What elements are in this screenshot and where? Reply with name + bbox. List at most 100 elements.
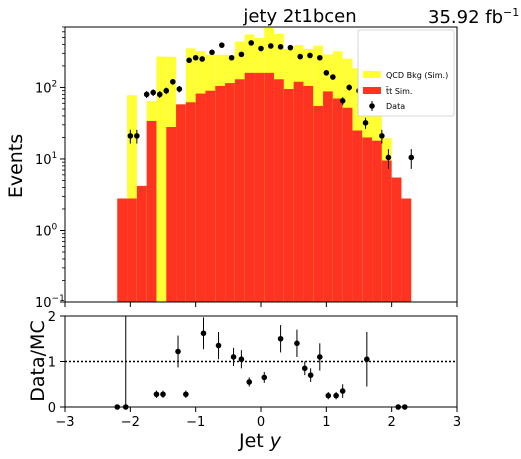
data-point (248, 40, 254, 46)
data-point (297, 53, 304, 60)
ratio-point (325, 392, 332, 399)
y-tick-label: 101 (35, 151, 57, 168)
legend-swatch-qcd (363, 71, 381, 78)
ttbar-bar (342, 107, 353, 302)
data-point (307, 52, 313, 59)
data-point (323, 70, 330, 76)
x-tick-label: 1 (322, 415, 330, 430)
data-point (385, 154, 392, 161)
ttbar-bar (215, 85, 226, 302)
data-point (346, 84, 353, 91)
lumi-exponent: −1 (503, 6, 519, 19)
ttbar-bar (293, 81, 304, 302)
ratio-panel: 0 1 2 −3 −2 −1 0 1 2 3 (48, 310, 461, 430)
ttbar-bar (323, 91, 333, 302)
ratio-y-tick-label: 1 (48, 356, 56, 371)
ratio-point (153, 391, 160, 398)
data-point (287, 44, 294, 51)
ttbar-bar (401, 198, 412, 302)
ratio-point (160, 391, 166, 398)
legend-marker-data (369, 103, 375, 109)
ttbar-bar (146, 120, 157, 302)
data-point (277, 44, 284, 50)
data-point (317, 54, 323, 61)
ttbar-bar (254, 72, 265, 302)
data-point (134, 133, 140, 139)
ttbar-bar (283, 89, 294, 302)
top-y-axis-label: Events (5, 134, 27, 198)
ttbar-bar (332, 98, 343, 303)
ttbar-bar (195, 93, 206, 302)
data-point (150, 89, 156, 96)
legend-box (357, 29, 455, 117)
y-tick-label: 10−1 (35, 294, 65, 311)
data-point (379, 133, 385, 139)
data-point (156, 91, 163, 98)
x-tick-label: −2 (121, 415, 140, 430)
x-tick-label: −1 (186, 415, 205, 430)
legend-label-qcd: QCD Bkg (Sim.) (386, 71, 448, 80)
ratio-point (246, 379, 253, 385)
legend-label-data: Data (386, 102, 405, 111)
data-point (362, 120, 369, 126)
luminosity-label: 35.92 fb−1 (428, 6, 519, 28)
data-point (258, 45, 264, 52)
ratio-point (364, 356, 370, 363)
data-point (163, 87, 170, 94)
ttbar-bar (185, 102, 196, 302)
ratio-point (230, 354, 237, 360)
legend: QCD Bkg (Sim.) t̄t Sim. Data (357, 29, 455, 117)
data-point (170, 78, 176, 85)
ttbar-bar (234, 79, 245, 302)
ttbar-bar (274, 79, 284, 302)
ttbar-bar (166, 126, 177, 302)
legend-label-ttbar: t̄t Sim. (385, 86, 412, 96)
ratio-point (294, 340, 300, 347)
ratio-point (200, 330, 207, 337)
data-point (209, 49, 215, 56)
ratio-point (277, 335, 284, 342)
ttbar-bar (244, 72, 255, 302)
ttbar-bar (391, 177, 402, 302)
x-tick-label: −3 (55, 415, 74, 430)
chart-title: jety 2t1bcen (242, 6, 356, 27)
y-tick-label: 100 (35, 222, 58, 239)
ttbar-bar (117, 198, 128, 302)
legend-swatch-ttbar (363, 87, 381, 94)
data-point (143, 91, 150, 98)
data-point (176, 86, 183, 92)
ttbar-bar (362, 137, 373, 302)
data-point (228, 54, 235, 61)
ratio-point (183, 391, 189, 398)
x-tick-label: 0 (257, 415, 265, 430)
data-point (268, 43, 274, 49)
data-point (127, 133, 134, 139)
ttbar-bar (127, 198, 137, 302)
ratio-point (175, 348, 181, 355)
ttbar-bar (136, 185, 147, 302)
lumi-value: 35.92 fb (428, 7, 503, 28)
data-point (339, 98, 346, 104)
ratio-y-tick-label: 0 (48, 401, 56, 416)
ttbar-bar (205, 90, 216, 303)
ttbar-bar (176, 104, 186, 302)
events-panel: 10−1 100 101 102 (35, 26, 458, 311)
ratio-point (339, 388, 346, 394)
ratio-point (301, 365, 308, 372)
x-tick-label: 3 (453, 415, 461, 430)
ratio-point (307, 372, 314, 378)
y-tick-label: 102 (35, 79, 57, 96)
ratio-point (238, 356, 245, 363)
ttbar-bar (264, 72, 275, 302)
x-axis-label: Jet y (238, 430, 282, 452)
ratio-point (317, 354, 323, 360)
data-point (186, 57, 192, 64)
ratio-point (215, 342, 222, 349)
ratio-y-tick-label: 2 (48, 310, 56, 325)
ratio-point (333, 392, 339, 399)
data-point (330, 74, 336, 80)
ttbar-bar (381, 160, 392, 302)
data-point (238, 51, 245, 58)
data-point (408, 154, 415, 161)
